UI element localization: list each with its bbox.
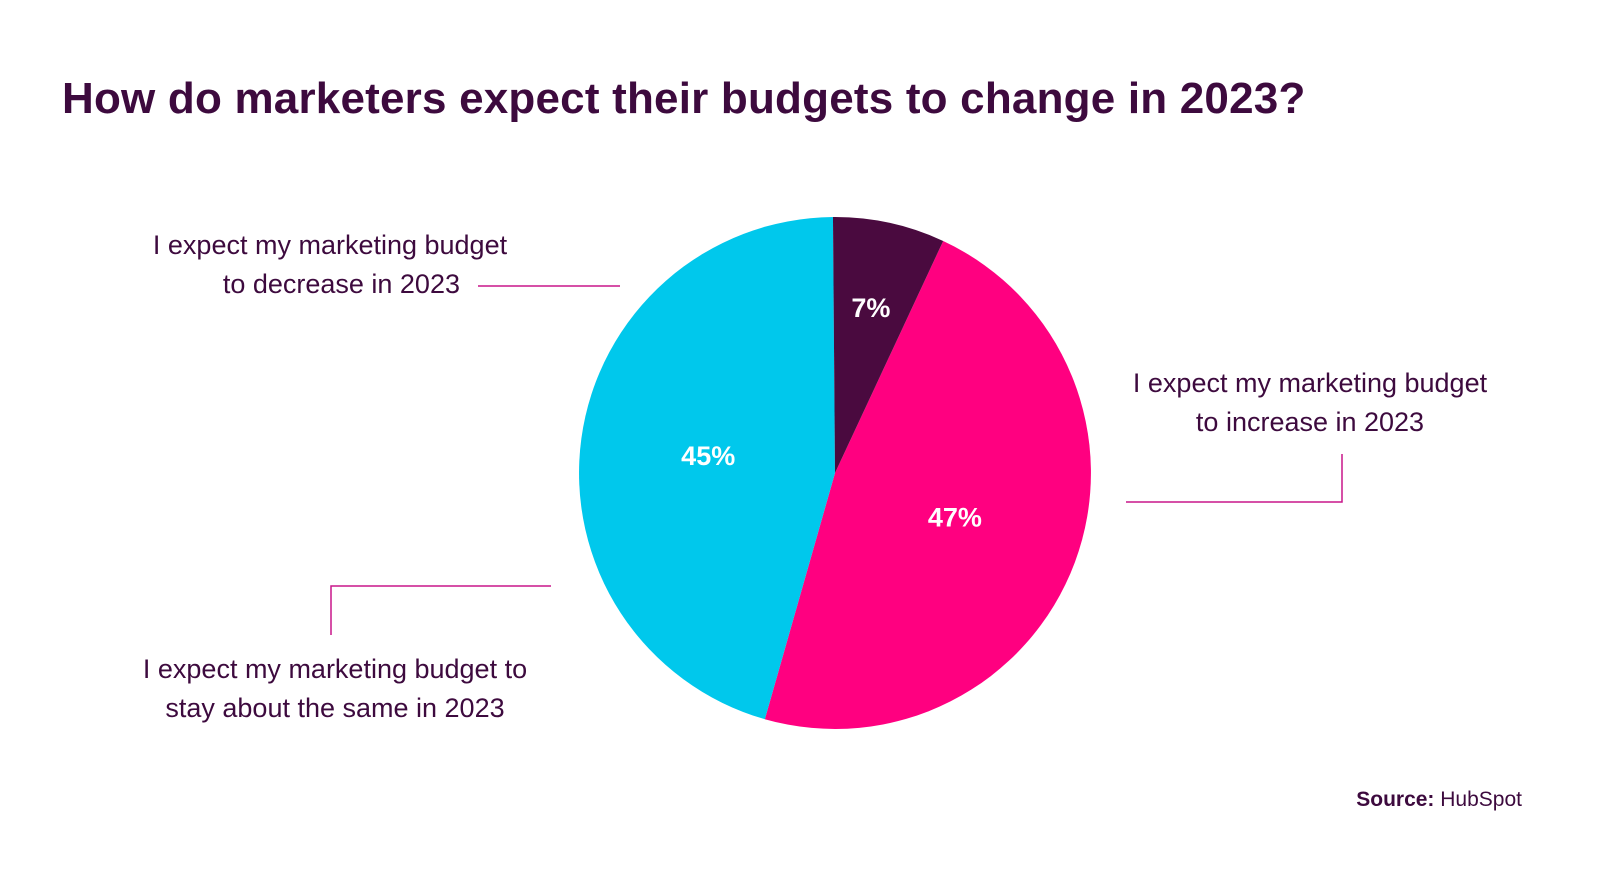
chart-title: How do marketers expect their budgets to… bbox=[62, 74, 1306, 123]
slice-value-label: 45% bbox=[681, 441, 735, 471]
source-label: Source: bbox=[1356, 788, 1435, 811]
callout-line-increase bbox=[1126, 454, 1343, 503]
slice-label-line: I expect my marketing budget bbox=[152, 230, 508, 260]
slice-value-label: 7% bbox=[851, 293, 890, 323]
source-note: Source: HubSpot bbox=[1356, 788, 1522, 812]
callout-line-same bbox=[330, 585, 551, 635]
slice-label-line: I expect my marketing budget bbox=[1132, 368, 1488, 398]
slice-increase bbox=[764, 240, 1091, 729]
slice-same bbox=[579, 217, 835, 720]
slice-label-line: I expect my marketing budget to bbox=[142, 654, 528, 684]
slice-label-line: to decrease in 2023 bbox=[222, 269, 460, 299]
slice-decrease bbox=[832, 217, 944, 473]
slice-label-increase: I expect my marketing budget to increase… bbox=[1090, 364, 1530, 442]
source-value: HubSpot bbox=[1440, 788, 1522, 811]
slice-value-label: 47% bbox=[928, 503, 982, 533]
slice-label-line: stay about the same in 2023 bbox=[165, 693, 505, 723]
slice-label-decrease: I expect my marketing budget to decrease… bbox=[110, 226, 550, 304]
slice-label-same: I expect my marketing budget to stay abo… bbox=[100, 650, 570, 728]
slice-label-line: to increase in 2023 bbox=[1195, 407, 1425, 437]
